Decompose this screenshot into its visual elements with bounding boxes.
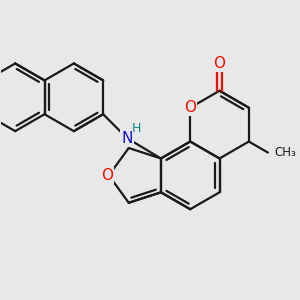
Text: O: O — [101, 168, 113, 183]
Text: O: O — [214, 56, 226, 71]
Text: O: O — [184, 100, 196, 115]
Text: H: H — [132, 122, 141, 135]
Text: N: N — [122, 131, 133, 146]
Text: CH₃: CH₃ — [274, 146, 296, 159]
